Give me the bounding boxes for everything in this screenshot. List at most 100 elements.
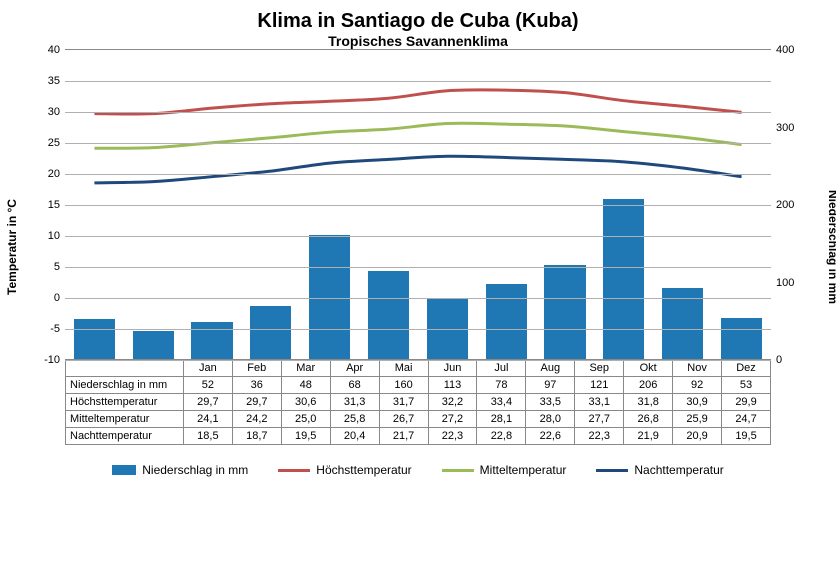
table-cell: 121 bbox=[575, 377, 624, 394]
table-cell: 31,7 bbox=[379, 394, 428, 411]
legend-label: Niederschlag in mm bbox=[142, 463, 248, 477]
table-cell: 206 bbox=[624, 377, 673, 394]
mean-line bbox=[94, 123, 741, 148]
table-cell: 21,7 bbox=[379, 428, 428, 445]
table-cell: 78 bbox=[477, 377, 526, 394]
table-cell: 24,7 bbox=[722, 411, 771, 428]
legend-label: Mitteltemperatur bbox=[480, 463, 567, 477]
table-cell: 30,9 bbox=[673, 394, 722, 411]
plot-wrapper: Temperatur in °C Niederschlag in mm -10-… bbox=[65, 49, 771, 445]
table-cell: 21,9 bbox=[624, 428, 673, 445]
table-cell: 22,8 bbox=[477, 428, 526, 445]
table-cell: 53 bbox=[722, 377, 771, 394]
gridline bbox=[65, 329, 771, 330]
table-cell: 22,3 bbox=[575, 428, 624, 445]
legend-line-icon bbox=[442, 469, 474, 472]
plot-area: -10-505101520253035400100200300400 bbox=[65, 49, 771, 359]
table-cell: 30,6 bbox=[281, 394, 330, 411]
gridline bbox=[65, 174, 771, 175]
high-line bbox=[94, 90, 741, 114]
legend-item-precip: Niederschlag in mm bbox=[112, 463, 248, 477]
table-cell: 113 bbox=[428, 377, 477, 394]
table-row: Nachttemperatur18,518,719,520,421,722,32… bbox=[66, 428, 771, 445]
legend-label: Nachttemperatur bbox=[634, 463, 723, 477]
data-table: JanFebMarAprMaiJunJulAugSepOktNovDezNied… bbox=[65, 359, 771, 445]
ytick-left: -5 bbox=[50, 323, 65, 335]
legend: Niederschlag in mm Höchsttemperatur Mittel… bbox=[15, 463, 821, 477]
month-header: Okt bbox=[624, 360, 673, 377]
ytick-right: 100 bbox=[771, 277, 794, 289]
table-header-row: JanFebMarAprMaiJunJulAugSepOktNovDez bbox=[66, 360, 771, 377]
table-cell: 25,8 bbox=[330, 411, 379, 428]
month-header: Jan bbox=[183, 360, 232, 377]
table-cell: 160 bbox=[379, 377, 428, 394]
table-cell: 33,1 bbox=[575, 394, 624, 411]
table-cell: 36 bbox=[232, 377, 281, 394]
table-cell: 22,3 bbox=[428, 428, 477, 445]
table-cell: 19,5 bbox=[281, 428, 330, 445]
row-label: Höchsttemperatur bbox=[66, 394, 184, 411]
ytick-left: 30 bbox=[48, 106, 65, 118]
table-cell: 29,7 bbox=[232, 394, 281, 411]
table-cell: 29,7 bbox=[183, 394, 232, 411]
legend-line-icon bbox=[278, 469, 310, 472]
month-header: Nov bbox=[673, 360, 722, 377]
table-cell: 32,2 bbox=[428, 394, 477, 411]
ytick-right: 0 bbox=[771, 354, 782, 366]
chart-subtitle: Tropisches Savannenklima bbox=[15, 33, 821, 49]
y-axis-left-label: Temperatur in °C bbox=[5, 199, 19, 295]
ytick-left: -10 bbox=[44, 354, 65, 366]
gridline bbox=[65, 267, 771, 268]
ytick-left: 20 bbox=[48, 168, 65, 180]
month-header: Aug bbox=[526, 360, 575, 377]
month-header: Jul bbox=[477, 360, 526, 377]
table-cell: 29,9 bbox=[722, 394, 771, 411]
table-cell: 28,1 bbox=[477, 411, 526, 428]
table-cell: 27,7 bbox=[575, 411, 624, 428]
table-row: Höchsttemperatur29,729,730,631,331,732,2… bbox=[66, 394, 771, 411]
row-label: Nachttemperatur bbox=[66, 428, 184, 445]
table-cell: 27,2 bbox=[428, 411, 477, 428]
table-cell: 26,7 bbox=[379, 411, 428, 428]
table-cell: 24,2 bbox=[232, 411, 281, 428]
legend-line-icon bbox=[596, 469, 628, 472]
ytick-left: 5 bbox=[54, 261, 65, 273]
table-cell: 19,5 bbox=[722, 428, 771, 445]
low-line bbox=[94, 156, 741, 183]
legend-item-mean: Mitteltemperatur bbox=[442, 463, 567, 477]
row-label: Mitteltemperatur bbox=[66, 411, 184, 428]
table-cell: 24,1 bbox=[183, 411, 232, 428]
table-row: Mitteltemperatur24,124,225,025,826,727,2… bbox=[66, 411, 771, 428]
ytick-left: 10 bbox=[48, 230, 65, 242]
table-cell: 20,9 bbox=[673, 428, 722, 445]
table-cell: 25,0 bbox=[281, 411, 330, 428]
table-cell: 31,3 bbox=[330, 394, 379, 411]
table-cell: 28,0 bbox=[526, 411, 575, 428]
gridline bbox=[65, 205, 771, 206]
gridline bbox=[65, 81, 771, 82]
month-header: Mar bbox=[281, 360, 330, 377]
gridline bbox=[65, 360, 771, 361]
ytick-right: 200 bbox=[771, 199, 794, 211]
legend-bar-icon bbox=[112, 465, 136, 475]
month-header: Mai bbox=[379, 360, 428, 377]
legend-item-low: Nachttemperatur bbox=[596, 463, 723, 477]
table-cell: 52 bbox=[183, 377, 232, 394]
ytick-right: 400 bbox=[771, 44, 794, 56]
table-cell: 68 bbox=[330, 377, 379, 394]
table-cell: 48 bbox=[281, 377, 330, 394]
month-header: Apr bbox=[330, 360, 379, 377]
legend-label: Höchsttemperatur bbox=[316, 463, 411, 477]
ytick-right: 300 bbox=[771, 122, 794, 134]
table-cell: 31,8 bbox=[624, 394, 673, 411]
ytick-left: 40 bbox=[48, 44, 65, 56]
legend-item-high: Höchsttemperatur bbox=[278, 463, 411, 477]
chart-container: Klima in Santiago de Cuba (Kuba) Tropisc… bbox=[0, 0, 836, 575]
ytick-left: 15 bbox=[48, 199, 65, 211]
ytick-left: 35 bbox=[48, 75, 65, 87]
chart-title: Klima in Santiago de Cuba (Kuba) bbox=[15, 10, 821, 33]
gridline bbox=[65, 298, 771, 299]
gridline bbox=[65, 112, 771, 113]
table-cell: 18,5 bbox=[183, 428, 232, 445]
gridline bbox=[65, 143, 771, 144]
